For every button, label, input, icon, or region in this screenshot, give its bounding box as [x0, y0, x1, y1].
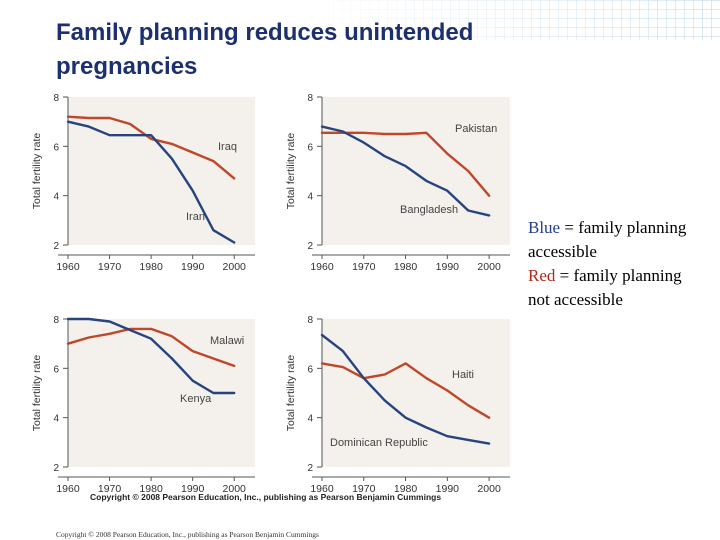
x-tick-label: 1970: [98, 483, 122, 495]
y-tick-label: 4: [307, 414, 313, 425]
x-tick-label: 2000: [223, 261, 247, 273]
series-label: Iran: [186, 211, 205, 223]
y-axis-label: Total fertility rate: [31, 355, 43, 432]
y-tick-label: 8: [307, 315, 313, 326]
series-line-bangladesh: [320, 125, 491, 217]
legend-blue-word: Blue: [528, 218, 561, 237]
chart-panel-1: 2 4 6 8 1960 1970 1980 1990 2000 Total fertility …: [31, 93, 255, 273]
legend-red-text: = family planning not accessible: [528, 266, 682, 309]
color-legend: Blue = family planning accessible Red = …: [528, 216, 698, 312]
x-tick-label: 1990: [181, 483, 205, 495]
y-tick-label: 6: [307, 364, 313, 375]
series-line-kenya: [66, 317, 236, 395]
series-label: Malawi: [210, 335, 244, 347]
slide-title: Family planning reduces unintended pregn…: [56, 19, 474, 80]
chart-panel-3: 2 4 6 8 1960 1970 1980 1990 2000 Total fertility …: [31, 315, 255, 495]
y-tick-label: 8: [53, 93, 59, 104]
y-axis-label: Total fertility rate: [285, 355, 297, 432]
figure-credit: Copyright © 2008 Pearson Education, Inc.…: [90, 492, 441, 502]
y-axis-label: Total fertility rate: [31, 133, 43, 210]
y-tick-label: 2: [307, 463, 313, 474]
x-tick-label: 1970: [98, 261, 122, 273]
series-label: Dominican Republic: [330, 437, 428, 449]
x-tick-label: 1960: [310, 483, 334, 495]
series-line-haiti: [320, 362, 491, 419]
y-tick-label: 6: [53, 364, 59, 375]
y-tick-label: 6: [53, 142, 59, 153]
x-tick-label: 1980: [394, 483, 418, 495]
series-label: Kenya: [180, 393, 212, 405]
chart-panel-2: 2 4 6 8 1960 1970 1980 1990 2000 Total fertility …: [285, 93, 510, 273]
x-tick-label: 1960: [310, 261, 334, 273]
x-tick-label: 1970: [352, 483, 376, 495]
series-line-iraq: [66, 115, 236, 180]
header-grid-decoration: [0, 0, 720, 40]
y-tick-label: 2: [307, 241, 313, 252]
y-tick-label: 4: [53, 414, 59, 425]
x-tick-label: 2000: [477, 261, 501, 273]
y-tick-label: 2: [53, 241, 59, 252]
x-tick-label: 1990: [436, 483, 460, 495]
series-line-malawi: [66, 327, 236, 368]
legend-blue-text: = family planning accessible: [528, 218, 687, 261]
series-line-dominican-republic: [320, 333, 491, 445]
x-tick-label: 1980: [139, 483, 163, 495]
series-label: Pakistan: [455, 123, 497, 135]
x-tick-label: 1960: [56, 483, 80, 495]
x-tick-label: 1970: [352, 261, 376, 273]
chart-panel-4: 2 4 6 8 1960 1970 1980 1990 2000 Total fertility …: [285, 315, 510, 495]
series-label: Bangladesh: [400, 204, 458, 216]
x-tick-label: 1980: [139, 261, 163, 273]
y-tick-label: 4: [307, 192, 313, 203]
y-tick-label: 6: [307, 142, 313, 153]
series-label: Haiti: [452, 369, 474, 381]
series-line-pakistan: [320, 131, 491, 197]
y-tick-label: 8: [307, 93, 313, 104]
x-tick-label: 2000: [223, 483, 247, 495]
y-axis-label: Total fertility rate: [285, 133, 297, 210]
legend-red-word: Red: [528, 266, 556, 285]
x-tick-label: 2000: [477, 483, 501, 495]
x-tick-label: 1960: [56, 261, 80, 273]
y-tick-label: 8: [53, 315, 59, 326]
series-label: Iraq: [218, 141, 237, 153]
plot-background: [322, 97, 510, 245]
footer-copyright: Copyright © 2008 Pearson Education, Inc.…: [56, 530, 319, 539]
series-line-iran: [66, 120, 236, 244]
x-tick-label: 1980: [394, 261, 418, 273]
y-tick-label: 2: [53, 463, 59, 474]
x-tick-label: 1990: [436, 261, 460, 273]
y-tick-label: 4: [53, 192, 59, 203]
x-tick-label: 1990: [181, 261, 205, 273]
